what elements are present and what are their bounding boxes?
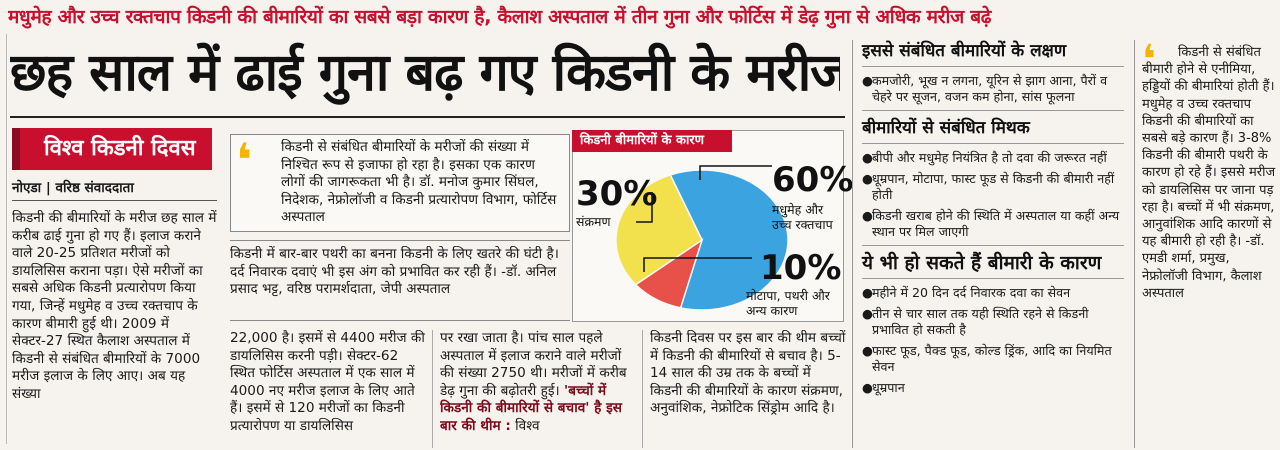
pie-label-value-10: 10% — [760, 248, 842, 288]
quote-box-3: किडनी से संबंधित बीमारी होने से एनीमिया,… — [1142, 44, 1276, 448]
theme-subhead: 'बच्चों में किडनी की बीमारियों से बचाव' … — [440, 382, 622, 434]
pie-chart — [615, 165, 789, 311]
column-rule — [432, 330, 433, 448]
article-column-3: पर रखा जाता है। पांच साल पहले अस्पताल मे… — [440, 330, 636, 450]
quote-1-text: किडनी से संबंधित बीमारियों के मरीजों की … — [281, 139, 557, 226]
quote-3-text: किडनी से संबंधित बीमारी होने से एनीमिया,… — [1142, 45, 1276, 301]
myth-item: ●किडनी खराब होने की स्थिति में अस्पताल य… — [862, 208, 1124, 240]
cause-text: महीने में 20 दिन दर्द निवारक दवा का सेवन — [872, 285, 1071, 300]
quote-rule-2 — [230, 320, 570, 321]
sidebar: इससे संबंधित बीमारियों के लक्षण ●कमजोरी,… — [862, 40, 1124, 450]
pointer-line-10 — [643, 257, 752, 272]
bullet-icon: ● — [862, 343, 873, 358]
heading-rule — [862, 278, 1124, 279]
section-tag: विश्व किडनी दिवस — [12, 128, 212, 170]
cause-item: ●तीन से चार साल तक यही स्थिति रहने से कि… — [862, 306, 1124, 338]
quote-box-1: किडनी से संबंधित बीमारियों के मरीजों की … — [230, 134, 570, 232]
myth-item: ●धूम्रपान, मोटापा, फास्ट फूड से किडनी की… — [862, 171, 1124, 203]
bullet-icon: ● — [862, 73, 873, 88]
column-3-tail: विश्व — [515, 417, 540, 434]
dateline-rule — [12, 200, 217, 201]
cause-item: ●धूम्रपान — [862, 380, 1124, 396]
quote-rule — [230, 240, 570, 241]
bullet-icon: ● — [862, 285, 873, 300]
myths-heading: बीमारियों से संबंधित मिथक — [862, 118, 1030, 138]
cause-text: धूम्रपान — [872, 380, 905, 395]
pie-label-name-30: संक्रमण — [576, 214, 611, 229]
column-rule — [642, 330, 643, 448]
quote-mark-icon: ❛ — [236, 133, 252, 187]
quote-2-text: किडनी में बार-बार पथरी का बनना किडनी के … — [230, 246, 559, 298]
cause-text: तीन से चार साल तक यही स्थिति रहने से किड… — [872, 306, 1089, 337]
pointer-line-30 — [636, 192, 653, 223]
pie-slice-30 — [615, 173, 703, 286]
pie-label-value-30: 30% — [576, 174, 658, 214]
bullet-icon: ● — [862, 171, 873, 186]
pointer-line-60 — [699, 165, 772, 180]
myth-item: ●बीपी और मधुमेह नियंत्रित है तो दवा की ज… — [862, 150, 1124, 166]
kicker-headline: मधुमेह और उच्च रक्तचाप किडनी की बीमारियो… — [8, 6, 992, 28]
section-rule — [862, 245, 1124, 246]
chart-title: किडनी बीमारियों के कारण — [572, 130, 732, 152]
heading-rule — [862, 66, 1124, 67]
pie-label-value-60: 60% — [772, 160, 854, 200]
left-margin-rule — [6, 34, 7, 444]
article-column-1: किडनी की बीमारियों के मरीज छह साल में कर… — [12, 210, 217, 402]
main-headline: छह साल में ढाई गुना बढ़ गए किडनी के मरीज — [10, 43, 840, 103]
quote-mark-icon: ❛ — [1142, 37, 1156, 83]
sidebar-rule — [852, 40, 853, 448]
bullet-icon: ● — [862, 208, 873, 223]
pie-label-name-10: मोटापा, पथरी और अन्य कारण — [746, 288, 830, 318]
cause-text: फास्ट फूड, पैक्ड फूड, कोल्ड ड्रिंक, आदि … — [872, 343, 1112, 374]
cause-item: ●महीने में 20 दिन दर्द निवारक दवा का सेव… — [862, 285, 1124, 301]
myth-text: बीपी और मधुमेह नियंत्रित है तो दवा की जर… — [872, 150, 1107, 165]
section-rule — [862, 110, 1124, 111]
bullet-icon: ● — [862, 380, 873, 395]
symptoms-heading: इससे संबंधित बीमारियों के लक्षण — [862, 41, 1067, 61]
pie-slice-60 — [669, 169, 789, 311]
bullet-icon: ● — [862, 306, 873, 321]
cause-item: ●फास्ट फूड, पैक्ड फूड, कोल्ड ड्रिंक, आदि… — [862, 343, 1124, 375]
article-column-4: किडनी दिवस पर इस बार की थीम बच्चों में क… — [650, 330, 846, 417]
headline-rule — [10, 116, 845, 118]
dateline: नोएडा | वरिष्ठ संवाददाता — [12, 180, 134, 196]
myth-text: किडनी खराब होने की स्थिति में अस्पताल या… — [872, 208, 1120, 239]
myth-text: धूम्रपान, मोटापा, फास्ट फूड से किडनी की … — [872, 171, 1115, 202]
pie-label-name-60: मधुमेह और उच्च रक्तचाप — [772, 202, 833, 232]
column-3-text: पर रखा जाता है। पांच साल पहले अस्पताल मे… — [440, 330, 627, 399]
sidebar-rule-right — [1134, 40, 1135, 448]
causes-heading: ये भी हो सकते हैं बीमारी के कारण — [862, 252, 1102, 274]
symptom-item: ●कमजोरी, भूख न लगना, यूरिन से झाग आना, प… — [862, 73, 1124, 105]
heading-rule — [862, 143, 1124, 144]
symptom-text: कमजोरी, भूख न लगना, यूरिन से झाग आना, पै… — [872, 73, 1108, 104]
bullet-icon: ● — [862, 150, 873, 165]
article-column-2: 22,000 है। इसमें से 4400 मरीज की डायलिसि… — [230, 330, 425, 434]
